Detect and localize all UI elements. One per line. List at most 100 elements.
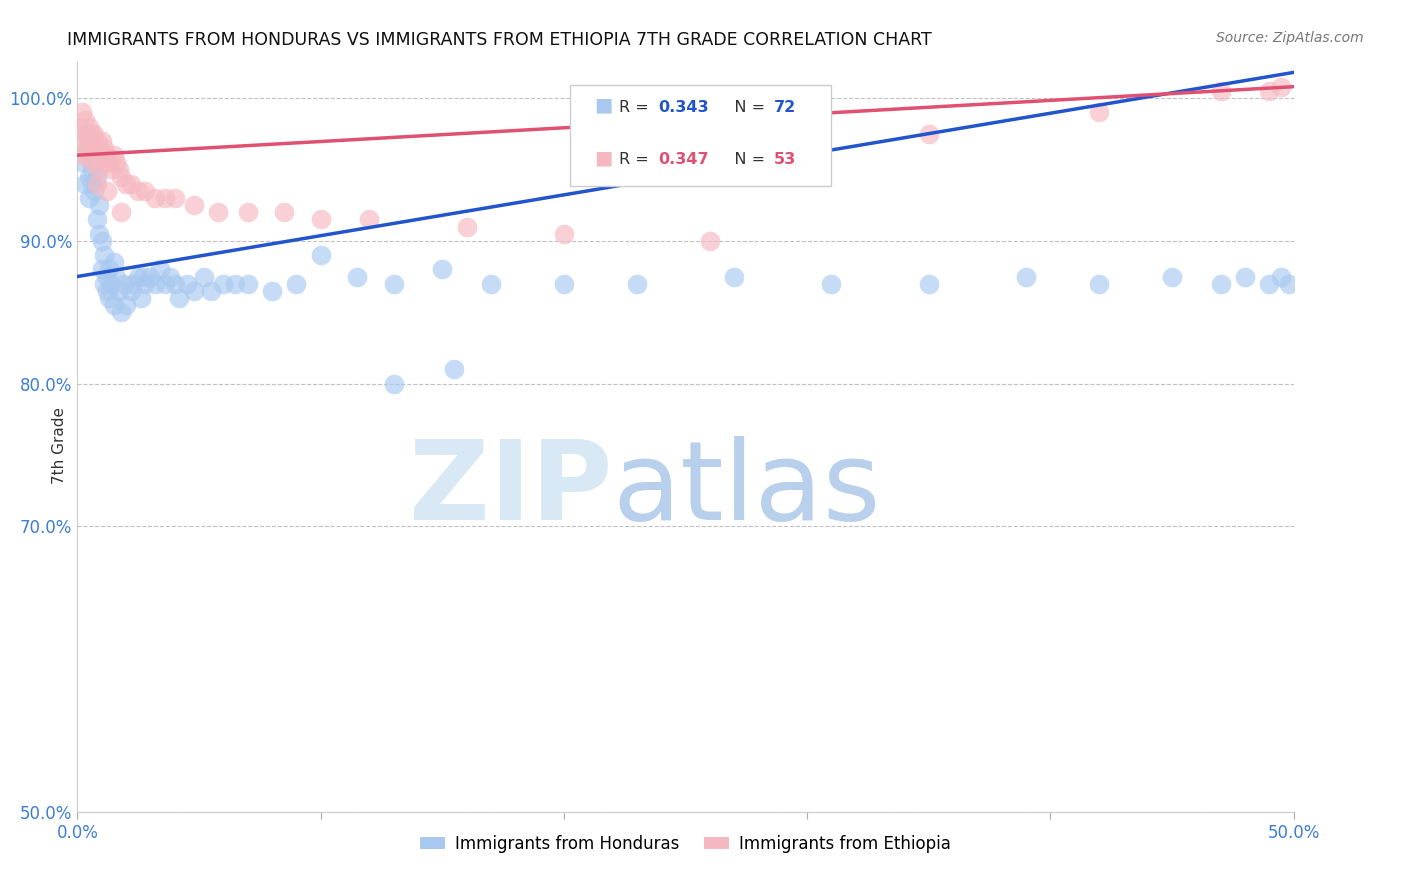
Point xyxy=(107,284,129,298)
Point xyxy=(699,234,721,248)
Point xyxy=(93,141,115,155)
Point xyxy=(1270,79,1292,94)
Point xyxy=(110,205,132,219)
Point xyxy=(273,205,295,219)
Point xyxy=(1258,84,1281,98)
Point xyxy=(80,162,103,177)
Point xyxy=(139,269,162,284)
Point xyxy=(1015,269,1038,284)
Point xyxy=(83,141,105,155)
Point xyxy=(89,198,111,212)
Point xyxy=(90,134,112,148)
Point xyxy=(76,141,98,155)
Point xyxy=(193,269,215,284)
Point xyxy=(86,134,108,148)
Point xyxy=(143,277,166,291)
Point xyxy=(80,155,103,169)
Point xyxy=(86,212,108,227)
Point xyxy=(159,269,181,284)
Text: N =: N = xyxy=(720,153,770,168)
Point xyxy=(456,219,478,234)
Point xyxy=(105,155,128,169)
Point xyxy=(129,291,152,305)
Point xyxy=(79,148,101,162)
Text: ■: ■ xyxy=(595,148,613,168)
Point xyxy=(79,191,101,205)
Point xyxy=(97,291,120,305)
Point xyxy=(89,162,111,177)
Point xyxy=(79,120,101,134)
Text: 7th Grade: 7th Grade xyxy=(52,408,66,484)
Point xyxy=(309,248,332,262)
Point xyxy=(723,269,745,284)
Legend: Immigrants from Honduras, Immigrants from Ethiopia: Immigrants from Honduras, Immigrants fro… xyxy=(413,829,957,860)
Point xyxy=(97,155,120,169)
Point xyxy=(73,112,96,127)
Point xyxy=(97,262,120,277)
Point xyxy=(149,262,172,277)
Point xyxy=(430,262,453,277)
Point xyxy=(382,277,405,291)
Point xyxy=(73,177,96,191)
Point xyxy=(626,277,648,291)
Text: 72: 72 xyxy=(775,100,796,115)
Point xyxy=(224,277,246,291)
Point xyxy=(309,212,332,227)
Point xyxy=(70,148,93,162)
FancyBboxPatch shape xyxy=(569,85,831,186)
Point xyxy=(285,277,308,291)
Point xyxy=(115,177,138,191)
Point xyxy=(260,284,283,298)
Point xyxy=(115,298,138,312)
Point xyxy=(169,291,191,305)
Point xyxy=(120,284,142,298)
Point xyxy=(127,269,149,284)
Point xyxy=(100,277,122,291)
Point xyxy=(89,227,111,241)
Point xyxy=(69,120,91,134)
Point xyxy=(134,277,156,291)
Point xyxy=(100,162,122,177)
Point xyxy=(93,277,115,291)
Text: 0.347: 0.347 xyxy=(658,153,709,168)
Point xyxy=(89,141,111,155)
Point xyxy=(143,191,166,205)
Point xyxy=(153,191,176,205)
Point xyxy=(163,191,186,205)
Point xyxy=(110,305,132,319)
Point xyxy=(122,277,145,291)
Text: Source: ZipAtlas.com: Source: ZipAtlas.com xyxy=(1216,31,1364,45)
Point xyxy=(1209,84,1232,98)
Point xyxy=(153,277,176,291)
Point xyxy=(80,177,103,191)
Point xyxy=(1233,269,1256,284)
Point xyxy=(105,269,128,284)
Point xyxy=(103,148,125,162)
Point xyxy=(479,277,502,291)
Point xyxy=(93,248,115,262)
Point xyxy=(1161,269,1184,284)
Point xyxy=(76,134,98,148)
Point xyxy=(820,277,842,291)
Point xyxy=(553,227,575,241)
Point xyxy=(83,127,105,141)
Point xyxy=(127,184,149,198)
Point xyxy=(120,177,142,191)
Text: ZIP: ZIP xyxy=(409,436,613,543)
Point xyxy=(236,277,259,291)
Point xyxy=(163,277,186,291)
Point xyxy=(918,277,941,291)
Text: N =: N = xyxy=(720,100,770,115)
Point xyxy=(443,362,465,376)
Point xyxy=(83,184,105,198)
Point xyxy=(96,184,118,198)
Point xyxy=(107,162,129,177)
Point xyxy=(553,277,575,291)
Point xyxy=(1088,105,1111,120)
Point xyxy=(73,127,96,141)
Point xyxy=(1278,277,1301,291)
Point xyxy=(90,234,112,248)
Text: IMMIGRANTS FROM HONDURAS VS IMMIGRANTS FROM ETHIOPIA 7TH GRADE CORRELATION CHART: IMMIGRANTS FROM HONDURAS VS IMMIGRANTS F… xyxy=(67,31,932,49)
Point xyxy=(79,134,101,148)
Point xyxy=(200,284,222,298)
